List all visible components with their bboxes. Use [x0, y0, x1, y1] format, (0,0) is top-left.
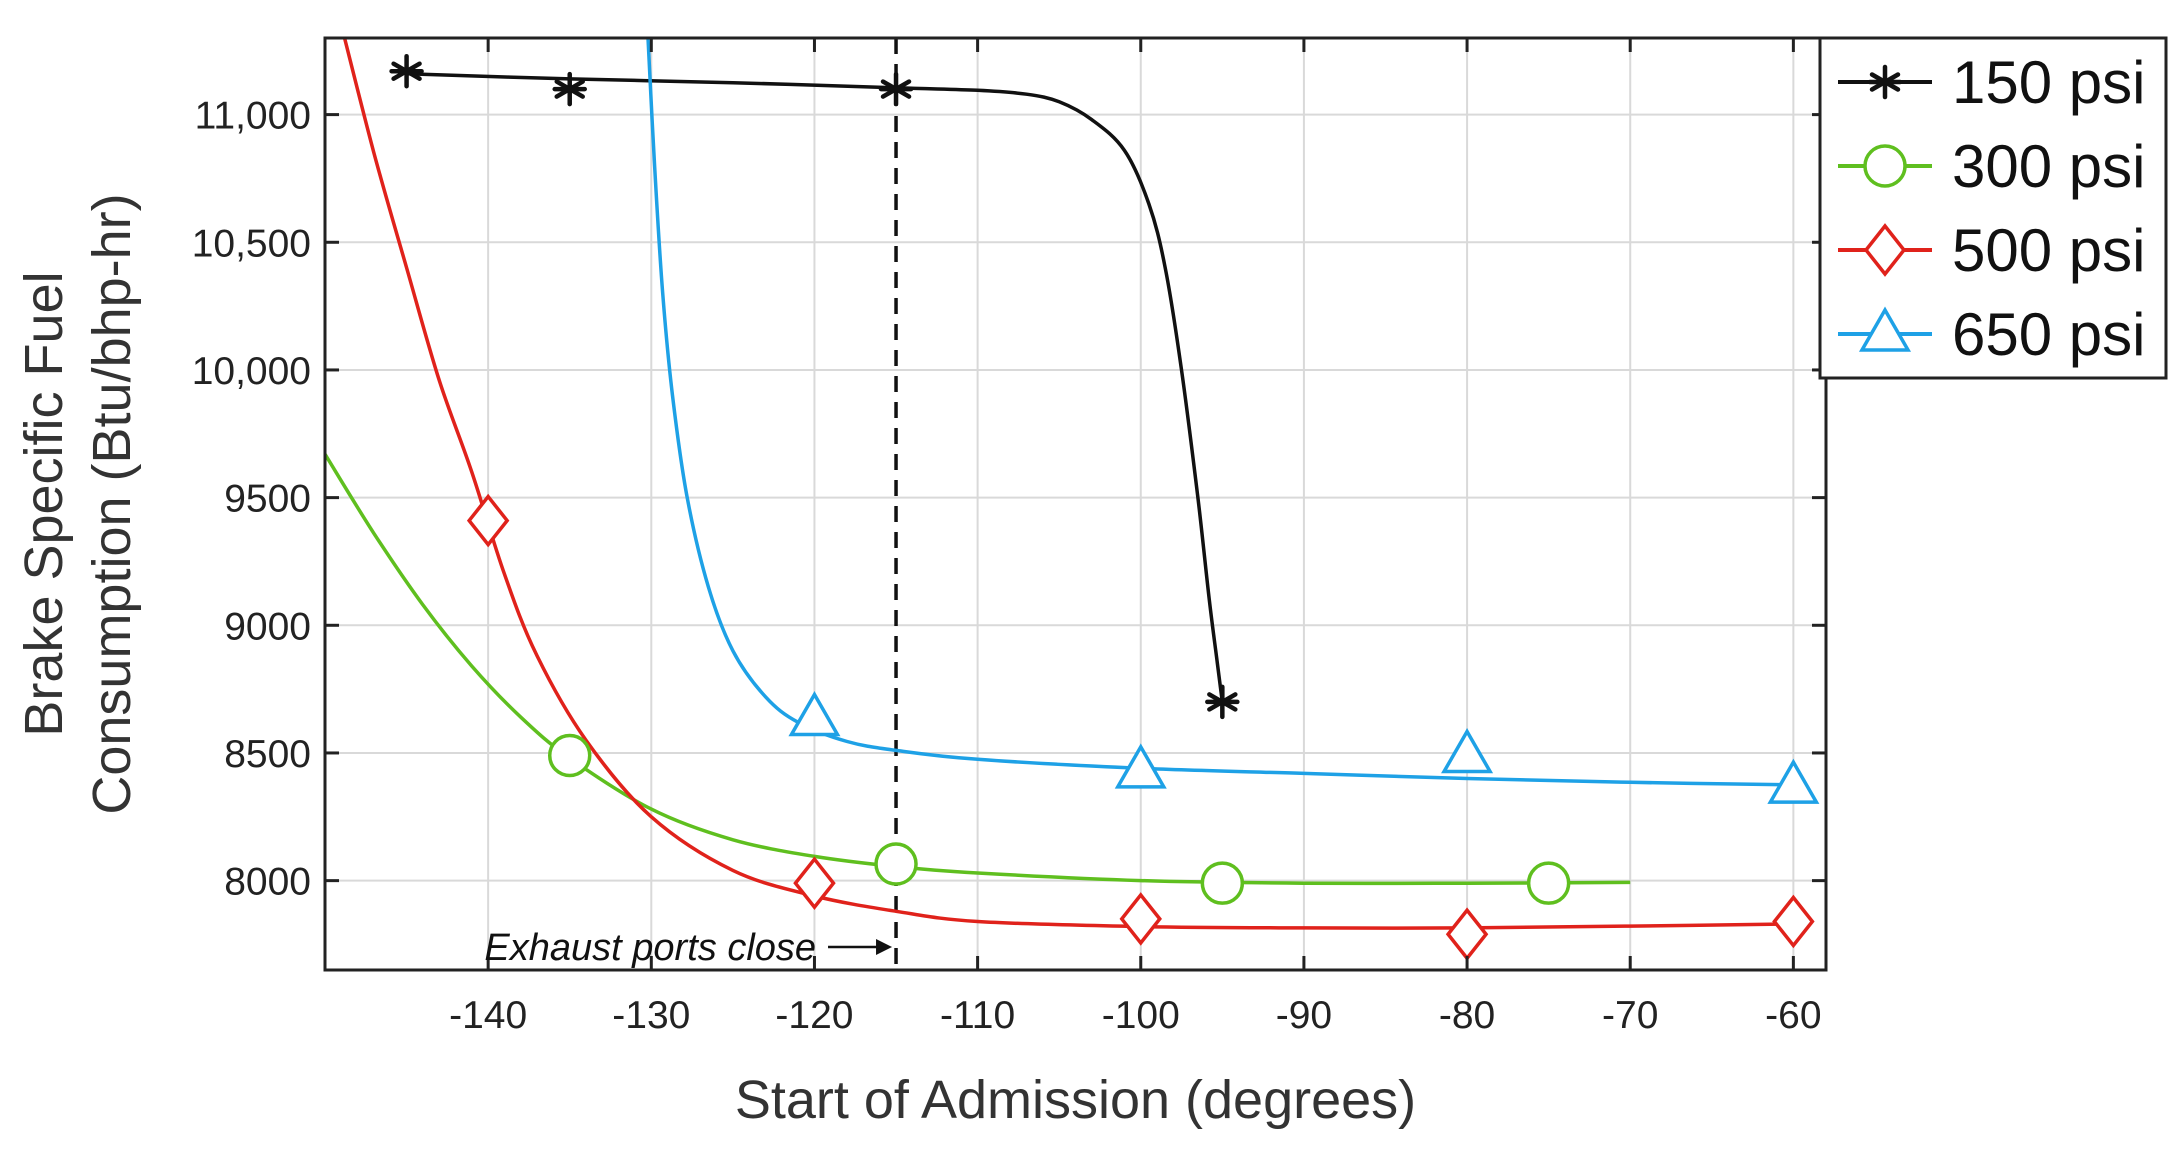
y-tick-label: 11,000: [195, 95, 311, 138]
series-layer: [325, 38, 1794, 930]
x-tick-label: -60: [1765, 994, 1821, 1037]
annotation-text: Exhaust ports close: [484, 927, 816, 969]
x-tick-label: -110: [940, 994, 1015, 1037]
legend-marker-300-psi: [1863, 144, 1907, 188]
y-axis-label-line-1: Brake Specific Fuel: [14, 271, 74, 736]
data-point-300-psi-2: [1200, 861, 1245, 905]
data-point-500-psi-2: [1119, 892, 1162, 946]
annotation-arrow-head: [876, 939, 893, 956]
data-point-150-psi-1: [552, 71, 587, 107]
data-point-500-psi-4: [1772, 894, 1815, 949]
legend-label: 500 psi: [1952, 217, 2145, 284]
data-point-150-psi-0: [389, 53, 424, 89]
data-point-650-psi-0: [788, 690, 841, 737]
data-point-500-psi-1: [793, 856, 836, 911]
y-tick-label: 8000: [224, 861, 311, 904]
data-point-650-psi-3: [1767, 758, 1820, 804]
data-point-650-psi-1: [1114, 743, 1167, 789]
legend-label: 150 psi: [1952, 49, 2145, 116]
annotation-layer: Exhaust ports close: [484, 927, 893, 969]
series-line-300-psi: [325, 453, 1631, 886]
legend-item-650-psi: 650 psi: [1838, 301, 2145, 368]
y-axis-ticks: 8000 8500 9000 9500 10,000 10,500 11,000: [192, 95, 1826, 904]
legend-marker-500-psi: [1863, 223, 1907, 277]
legend: 150 psi 300 psi 500 psi 650 psi: [1818, 36, 2168, 380]
x-tick-label: -140: [449, 994, 527, 1037]
data-point-150-psi-2: [878, 71, 914, 107]
x-tick-label: -100: [1102, 994, 1180, 1037]
x-tick-label: -80: [1439, 994, 1495, 1037]
legend-marker-150-psi: [1867, 64, 1903, 100]
data-point-300-psi-3: [1526, 861, 1571, 905]
y-tick-label: 9500: [224, 478, 311, 521]
x-tick-label: -70: [1602, 994, 1658, 1037]
marker-layer: [389, 53, 1820, 962]
y-tick-label: 9000: [224, 605, 311, 648]
legend-item-500-psi: 500 psi: [1838, 217, 2145, 284]
series-line-500-psi: [342, 38, 1794, 930]
x-tick-label: -130: [612, 994, 690, 1037]
plot-frame: [323, 36, 1828, 972]
data-point-150-psi-3: [1205, 684, 1240, 720]
y-tick-label: 10,500: [192, 222, 311, 265]
legend-item-300-psi: 300 psi: [1838, 133, 2145, 200]
data-point-650-psi-2: [1441, 728, 1494, 774]
data-point-300-psi-1: [874, 842, 918, 886]
x-axis-label: Start of Admission (degrees): [735, 1070, 1416, 1130]
x-tick-label: -120: [775, 994, 853, 1037]
grid: [325, 38, 1826, 970]
data-point-300-psi-0: [547, 733, 592, 778]
legend-item-150-psi: 150 psi: [1838, 49, 2145, 116]
legend-marker-650-psi: [1858, 306, 1912, 352]
y-tick-label: 10,000: [192, 350, 311, 393]
series-line-150-psi: [406, 71, 1225, 703]
x-tick-label: -90: [1276, 994, 1332, 1037]
legend-label: 300 psi: [1952, 133, 2145, 200]
legend-label: 650 psi: [1952, 301, 2145, 368]
x-axis-ticks: -140 -130 -120 -110 -100 -90 -80 -70 -60: [449, 38, 1822, 1037]
y-axis-label-line-2: Consumption (Btu/bhp-hr): [82, 193, 142, 814]
data-point-500-psi-0: [466, 493, 510, 548]
y-tick-label: 8500: [224, 733, 311, 776]
